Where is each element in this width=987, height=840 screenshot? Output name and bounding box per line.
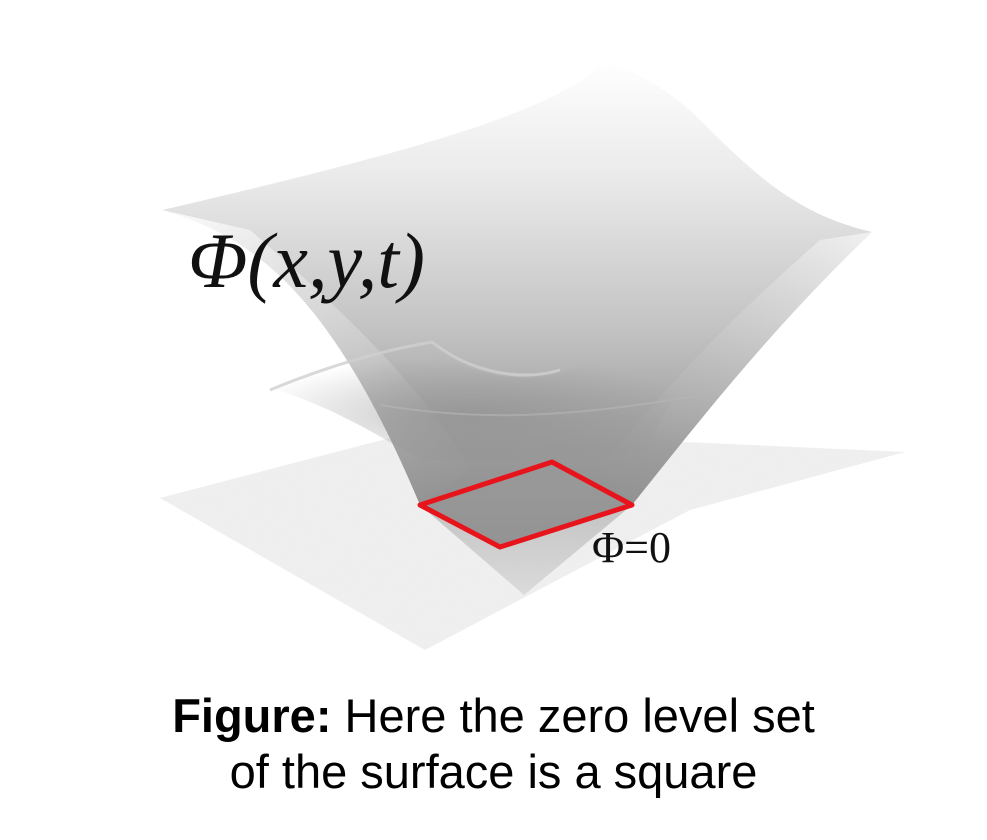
caption-line-2: of the surface is a square: [229, 745, 758, 798]
figure-caption: Figure: Here the zero level set of the s…: [0, 688, 987, 800]
surface: [162, 60, 872, 547]
caption-prefix: Figure:: [172, 689, 332, 742]
level-set-illustration: Φ(x,y,t) Φ=0: [160, 60, 905, 650]
surface-below-plane: [420, 505, 632, 595]
zero-level-label: Φ=0: [592, 523, 671, 572]
surface-label: Φ(x,y,t): [188, 217, 425, 304]
zero-level-set-square: [417, 459, 635, 550]
caption-line-1: Figure: Here the zero level set: [0, 688, 987, 744]
caption-line-1-text: Here the zero level set: [331, 689, 815, 742]
